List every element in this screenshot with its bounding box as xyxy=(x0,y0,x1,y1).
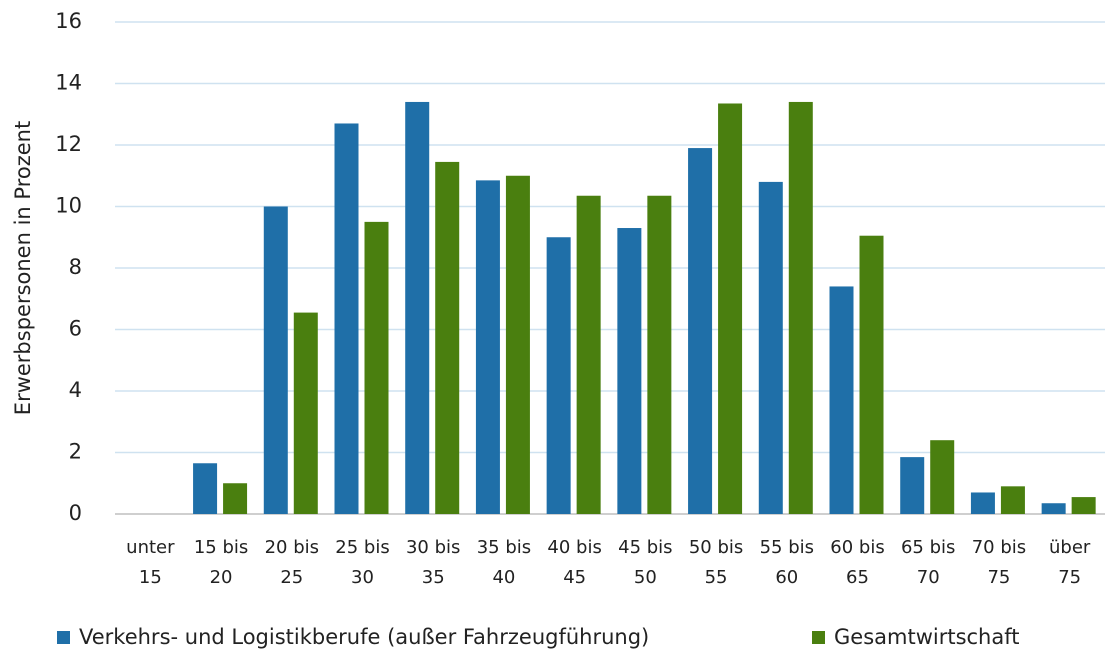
bar xyxy=(293,312,318,514)
x-tick-label: 70 bis 75 xyxy=(972,537,1026,588)
bar xyxy=(263,206,288,514)
y-tick-label: 10 xyxy=(55,194,82,218)
y-tick-label: 16 xyxy=(55,9,82,33)
y-tick-label: 12 xyxy=(55,132,82,156)
bar xyxy=(405,101,430,514)
x-tick-label: über 75 xyxy=(1049,537,1091,588)
bar xyxy=(193,463,218,514)
y-tick-label: 0 xyxy=(69,501,82,525)
x-tick-label: 55 bis 60 xyxy=(760,537,814,588)
y-tick-label: 14 xyxy=(55,71,82,95)
legend-label: Verkehrs- und Logistikberufe (außer Fahr… xyxy=(79,625,649,649)
x-tick-label: 60 bis 65 xyxy=(830,537,884,588)
bar xyxy=(900,457,925,514)
bar xyxy=(647,195,672,515)
y-axis-label: Erwerbspersonen in Prozent xyxy=(11,121,35,415)
bar xyxy=(688,148,713,514)
x-tick-label: 45 bis 50 xyxy=(618,537,672,588)
bar xyxy=(435,161,460,514)
x-tick-label: 65 bis 70 xyxy=(901,537,955,588)
bar xyxy=(505,175,530,514)
y-tick-label: 2 xyxy=(69,440,82,464)
x-tick-label: 50 bis 55 xyxy=(689,537,743,588)
bar xyxy=(475,180,500,515)
legend-label: Gesamtwirtschaft xyxy=(834,625,1020,649)
x-tick-label: 15 bis 20 xyxy=(194,537,248,588)
bar xyxy=(1041,503,1066,514)
bar xyxy=(1000,486,1025,514)
y-tick-label: 8 xyxy=(69,255,82,279)
y-tick-label: 4 xyxy=(69,378,82,402)
bar xyxy=(576,195,601,515)
bar xyxy=(829,286,854,514)
x-tick-label: unter 15 xyxy=(126,537,175,588)
x-tick-label: 35 bis 40 xyxy=(477,537,531,588)
x-tick-label: 40 bis 45 xyxy=(547,537,601,588)
bar xyxy=(223,483,248,514)
bar xyxy=(758,181,783,514)
legend-swatch xyxy=(812,631,825,644)
bar xyxy=(788,101,813,514)
x-tick-label: 30 bis 35 xyxy=(406,537,460,588)
y-tick-label: 6 xyxy=(69,317,82,341)
bar xyxy=(1071,497,1096,514)
bar xyxy=(718,103,743,515)
bar xyxy=(546,237,571,514)
x-tick-label: 25 bis 30 xyxy=(335,537,389,588)
x-tick-label: 20 bis 25 xyxy=(265,537,319,588)
bar xyxy=(970,492,995,514)
bar xyxy=(617,228,642,514)
bar xyxy=(364,221,389,514)
bar xyxy=(334,123,359,514)
bar xyxy=(930,440,955,514)
legend-swatch xyxy=(57,631,70,644)
bar xyxy=(859,235,884,514)
